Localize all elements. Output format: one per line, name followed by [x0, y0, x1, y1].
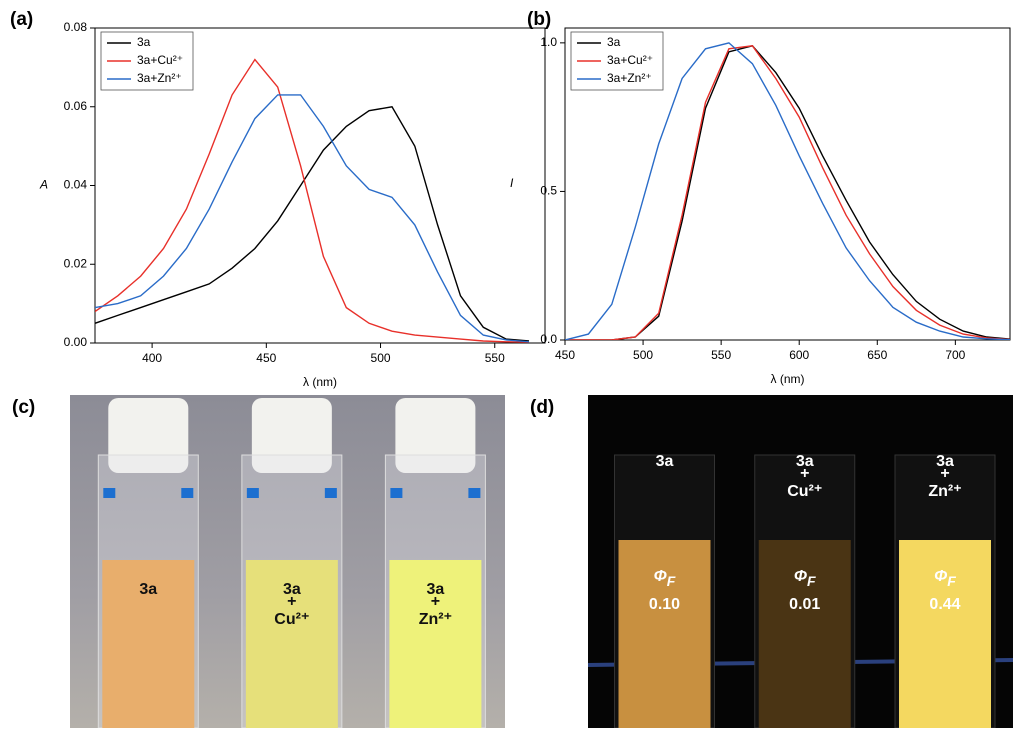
y-tick-label: 0.00 [64, 335, 88, 349]
x-tick-label: 650 [867, 348, 887, 362]
liquid [245, 560, 338, 728]
cap [395, 398, 476, 473]
symbol: Φ [654, 568, 667, 585]
data-line [95, 106, 530, 342]
y-tick-label: 0.5 [540, 184, 557, 198]
marker [390, 488, 403, 498]
quantum-yield: 0.10 [649, 596, 680, 613]
data-line [95, 94, 530, 343]
quantum-yield-symbol: ΦF [654, 568, 676, 588]
sample-label: Zn²⁺ [928, 483, 961, 500]
y-tick-label: 0.02 [64, 256, 88, 270]
sample-label: 3a [936, 453, 954, 470]
marker [246, 488, 259, 498]
sample-label: 3a [427, 581, 445, 598]
panel-label: (b) [527, 9, 551, 30]
data-line [565, 45, 1010, 340]
data-line [565, 42, 1010, 340]
subscript: F [667, 573, 676, 589]
liquid [618, 540, 711, 728]
sample-label: + [287, 593, 296, 610]
y-axis-label: A [39, 178, 48, 192]
quantum-yield-symbol: ΦF [934, 568, 956, 588]
cap [108, 398, 189, 473]
symbol: Φ [794, 568, 807, 585]
legend-label: 3a+Cu²⁺ [607, 53, 653, 67]
marker [324, 488, 337, 498]
quantum-yield: 0.44 [929, 596, 960, 613]
liquid [899, 540, 991, 728]
cap [251, 398, 332, 473]
sample-label: 3a [796, 453, 814, 470]
x-tick-label: 450 [256, 351, 276, 365]
x-axis-label: λ (nm) [303, 375, 337, 389]
x-tick-label: 450 [555, 348, 575, 362]
quantum-yield-symbol: ΦF [794, 568, 816, 588]
liquid [758, 540, 851, 728]
y-tick-label: 1.0 [540, 35, 557, 49]
sample-label: Zn²⁺ [419, 611, 452, 628]
legend-label: 3a+Zn²⁺ [137, 71, 182, 85]
liquid [102, 560, 195, 728]
sample-label: + [800, 465, 809, 482]
x-tick-label: 700 [945, 348, 965, 362]
quantum-yield: 0.01 [789, 596, 820, 613]
x-tick-label: 550 [711, 348, 731, 362]
liquid [389, 560, 482, 728]
y-tick-label: 0.04 [64, 178, 88, 192]
subscript: F [807, 573, 816, 589]
sample-label: Cu²⁺ [787, 483, 822, 500]
y-axis-label: I [510, 176, 514, 190]
sample-label: Cu²⁺ [274, 611, 309, 628]
panel-label: (d) [530, 397, 554, 418]
legend-label: 3a [607, 35, 621, 49]
y-tick-label: 0.0 [540, 332, 557, 346]
sample-label: + [431, 593, 440, 610]
symbol: Φ [934, 568, 947, 585]
data-line [95, 58, 530, 343]
subscript: F [947, 573, 956, 589]
legend-label: 3a [137, 35, 151, 49]
marker [181, 488, 194, 498]
sample-label: + [940, 465, 949, 482]
sample-label: 3a [656, 453, 674, 470]
plot-frame [564, 27, 1011, 341]
x-tick-label: 500 [371, 351, 391, 365]
x-tick-label: 400 [142, 351, 162, 365]
x-tick-label: 550 [485, 351, 505, 365]
legend-label: 3a+Zn²⁺ [607, 71, 652, 85]
marker [103, 488, 116, 498]
panel-label: (c) [12, 397, 35, 418]
x-tick-label: 600 [789, 348, 809, 362]
marker [468, 488, 481, 498]
x-axis-label: λ (nm) [771, 372, 805, 386]
sample-label: 3a [139, 581, 157, 598]
legend-label: 3a+Cu²⁺ [137, 53, 183, 67]
x-tick-label: 500 [633, 348, 653, 362]
y-tick-label: 0.06 [64, 99, 88, 113]
y-tick-label: 0.08 [64, 20, 88, 34]
sample-label: 3a [283, 581, 301, 598]
panel-label: (a) [10, 9, 33, 30]
